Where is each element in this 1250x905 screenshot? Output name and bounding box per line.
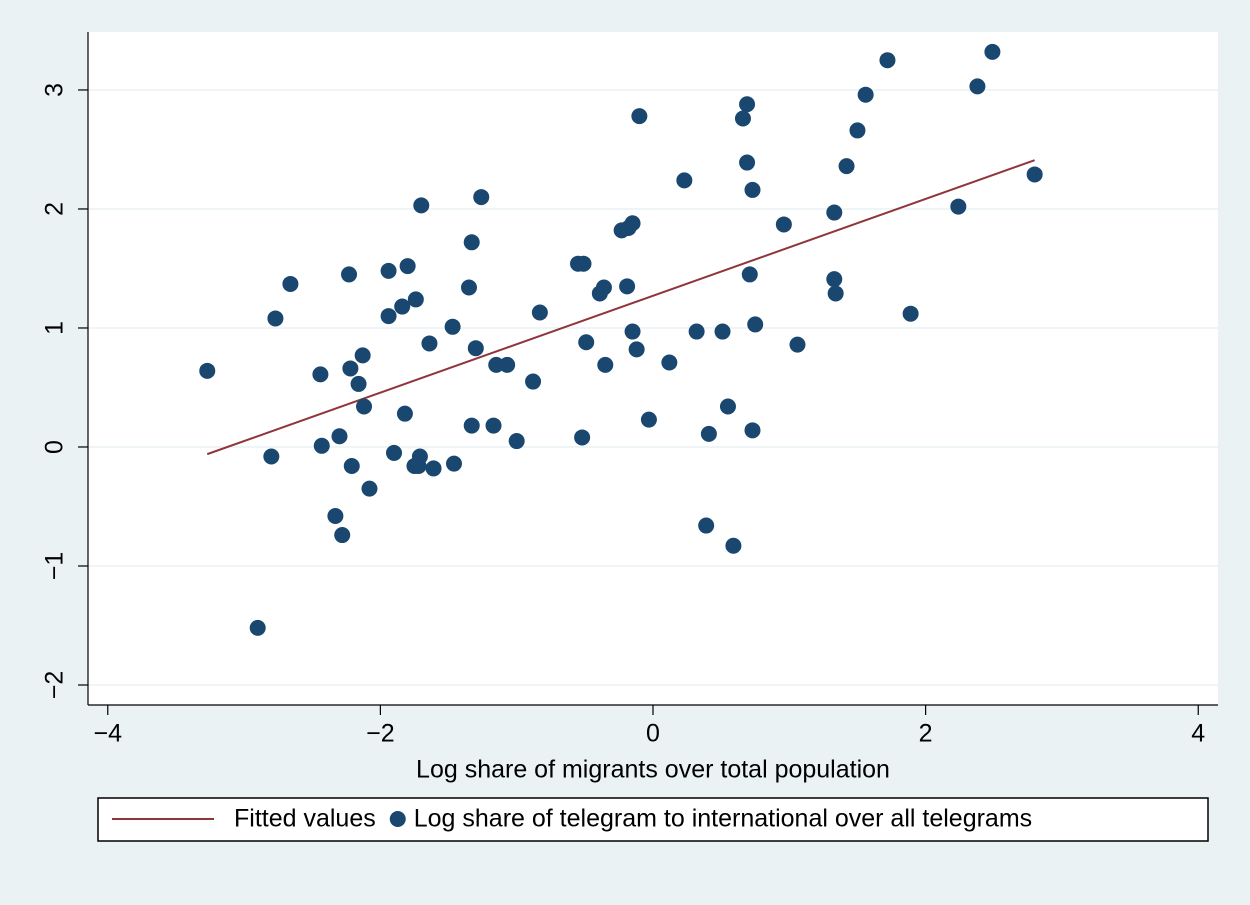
point [725, 537, 742, 554]
point [789, 336, 806, 353]
point [747, 316, 764, 333]
legend-swatch [389, 811, 406, 827]
point [334, 527, 351, 544]
point [531, 304, 548, 321]
point [739, 96, 756, 113]
point [407, 291, 424, 308]
point [631, 108, 648, 125]
point [467, 340, 484, 357]
legend-label: Fitted values [234, 805, 376, 833]
point [327, 508, 344, 525]
y-tick-label: −1 [41, 552, 69, 581]
point [574, 429, 591, 446]
point [578, 334, 595, 351]
point [700, 425, 717, 442]
point [394, 298, 411, 315]
y-tick-label: −2 [41, 671, 69, 700]
point [984, 43, 1001, 60]
point [640, 411, 657, 428]
plot-area [88, 32, 1218, 705]
point [827, 285, 844, 302]
point [343, 458, 360, 475]
point [399, 258, 416, 275]
legend [97, 797, 1209, 842]
point [356, 398, 373, 415]
point [902, 305, 919, 322]
point [969, 78, 986, 95]
point [473, 189, 490, 206]
point [445, 455, 462, 472]
point [313, 437, 330, 454]
point [267, 310, 284, 327]
point [775, 216, 792, 233]
x-tick-label: −4 [94, 720, 123, 748]
point [744, 422, 761, 439]
y-tick-label: 3 [41, 83, 69, 97]
point [354, 347, 371, 364]
point [525, 373, 542, 390]
point [463, 234, 480, 251]
point [597, 356, 614, 373]
point [739, 154, 756, 171]
point [396, 405, 413, 422]
point [698, 517, 715, 534]
point [950, 198, 967, 215]
x-axis-title: Log share of migrants over total populat… [416, 756, 890, 784]
point [485, 417, 502, 434]
point [734, 110, 751, 127]
point [199, 362, 216, 379]
y-tick-label: 0 [41, 440, 69, 454]
y-tick-label: 1 [41, 321, 69, 335]
point [331, 428, 348, 445]
point [595, 279, 612, 296]
point [661, 354, 678, 371]
point [719, 398, 736, 415]
point [282, 275, 299, 292]
point [499, 356, 516, 373]
point [380, 308, 397, 325]
point [508, 433, 525, 450]
x-tick-label: −2 [366, 720, 395, 748]
point [575, 255, 592, 272]
point [826, 271, 843, 288]
point [249, 619, 266, 636]
legend-label: Log share of telegram to international o… [414, 805, 1032, 833]
point [341, 266, 358, 283]
y-tick-label: 2 [41, 202, 69, 216]
x-tick-label: 0 [646, 720, 660, 748]
point [879, 52, 896, 69]
point [688, 323, 705, 340]
point [350, 375, 367, 392]
point [714, 323, 731, 340]
point [386, 444, 403, 461]
point [342, 360, 359, 377]
point [460, 279, 477, 296]
point [741, 266, 758, 283]
point [1026, 166, 1043, 183]
point [857, 86, 874, 103]
point [263, 448, 280, 465]
point [411, 448, 428, 465]
x-tick-label: 2 [919, 720, 933, 748]
point [624, 215, 641, 232]
point [628, 341, 645, 358]
point [361, 480, 378, 497]
point [619, 278, 636, 295]
point [444, 318, 461, 335]
point [744, 181, 761, 198]
point [838, 158, 855, 175]
point [849, 122, 866, 139]
point [413, 197, 430, 214]
fit-line [206, 159, 1035, 456]
point [624, 323, 641, 340]
point [826, 204, 843, 221]
point [380, 262, 397, 279]
point [463, 417, 480, 434]
x-tick-label: 4 [1191, 720, 1205, 748]
point [312, 366, 329, 383]
point [421, 335, 438, 352]
point [676, 172, 693, 189]
point [425, 460, 442, 477]
